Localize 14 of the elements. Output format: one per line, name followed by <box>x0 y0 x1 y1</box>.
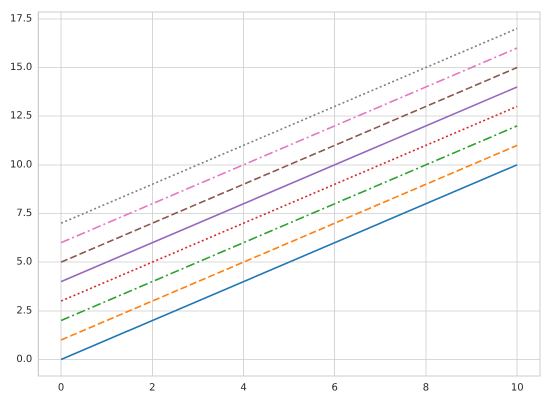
x-tick-label: 4 <box>240 382 247 394</box>
y-tick-label: 15.0 <box>10 62 32 74</box>
y-tick-label: 5.0 <box>16 256 32 268</box>
x-tick-label: 10 <box>510 382 524 394</box>
y-tick-label: 7.5 <box>16 208 32 220</box>
x-tick-label: 8 <box>422 382 430 394</box>
y-tick-label: 17.5 <box>10 13 32 24</box>
y-tick-label: 10.0 <box>10 159 32 170</box>
x-tick-label: 0 <box>58 382 64 394</box>
y-tick-label: 12.5 <box>10 110 32 122</box>
x-tick-label: 2 <box>149 382 156 394</box>
x-tick-label: 6 <box>332 382 338 394</box>
y-tick-label: 2.5 <box>16 305 32 316</box>
y-tick-label: 0.0 <box>16 354 32 366</box>
